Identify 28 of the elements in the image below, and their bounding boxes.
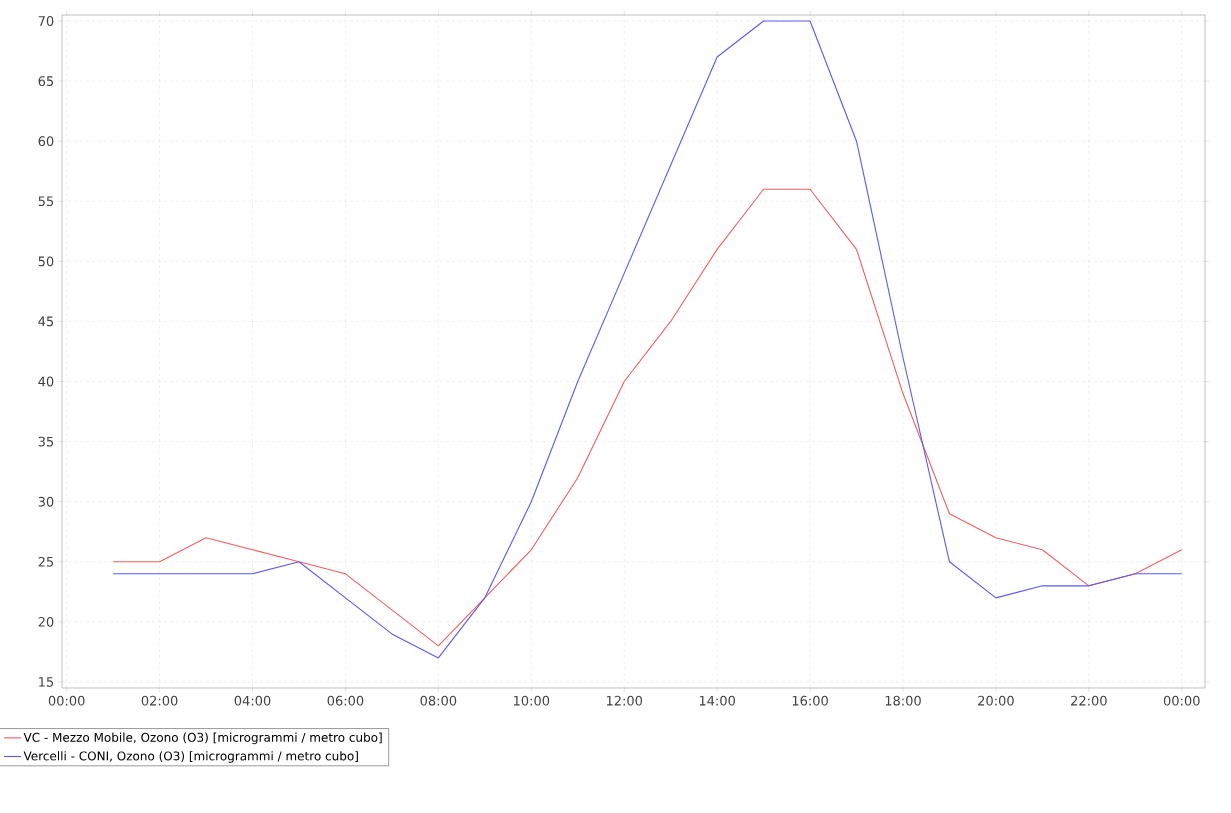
- y-tick-label: 45: [38, 316, 54, 327]
- x-tick-label: 04:00: [234, 695, 271, 706]
- y-tick-label: 55: [38, 196, 54, 207]
- y-tick-label: 30: [38, 496, 54, 507]
- line-series: [112, 188, 1183, 647]
- x-tick-label: 20:00: [978, 695, 1014, 706]
- x-tick-label: 08:00: [420, 695, 457, 706]
- x-tick-label: 14:00: [699, 695, 735, 706]
- x-tick-label: 12:00: [606, 695, 643, 706]
- x-tick-label: 18:00: [885, 695, 921, 706]
- legend-label: VC - Mezzo Mobile, Ozono (O3) [microgrammi / metro cubo]: [23, 732, 382, 745]
- y-tick-label: 60: [38, 136, 54, 147]
- x-tick-label: 02:00: [141, 695, 178, 706]
- x-tick-label: 16:00: [792, 695, 828, 706]
- y-tick-label: 20: [38, 616, 54, 627]
- y-tick-label: 35: [38, 436, 54, 447]
- y-tick-label: 50: [38, 256, 54, 267]
- legend-label: Vercelli - CONI, Ozono (O3) [microgrammi / metro cubo]: [23, 751, 358, 763]
- y-tick-label: 25: [38, 556, 54, 567]
- x-tick-label: 22:00: [1071, 695, 1107, 706]
- y-tick-label: 15: [39, 677, 54, 687]
- y-tick-label: 70: [38, 16, 54, 26]
- y-tick-label: 65: [38, 76, 54, 87]
- y-tick-label: 40: [38, 376, 54, 387]
- x-tick-label: 06:00: [327, 695, 364, 706]
- x-tick-label: 00:00: [1163, 695, 1200, 706]
- x-tick-label: 10:00: [513, 695, 550, 706]
- x-tick-label: 00:00: [48, 695, 85, 706]
